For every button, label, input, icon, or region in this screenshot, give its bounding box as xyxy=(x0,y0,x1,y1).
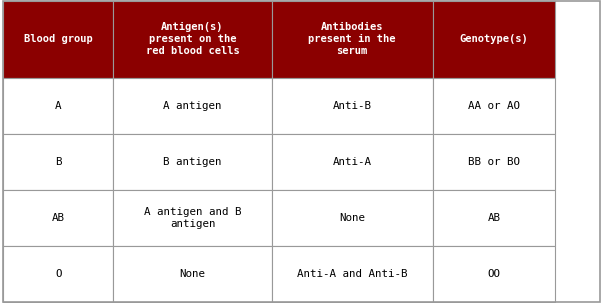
Text: Blood group: Blood group xyxy=(24,34,93,44)
Bar xyxy=(3,134,113,190)
Text: O: O xyxy=(55,269,62,279)
Text: AB: AB xyxy=(52,213,65,223)
Bar xyxy=(271,78,433,134)
Text: Antigen(s)
present on the
red blood cells: Antigen(s) present on the red blood cell… xyxy=(146,22,239,56)
Bar xyxy=(433,78,555,134)
Text: Anti-A: Anti-A xyxy=(333,157,371,167)
Bar xyxy=(271,134,433,190)
Text: B: B xyxy=(55,157,62,167)
Bar xyxy=(3,1,113,78)
Bar xyxy=(433,190,555,246)
Bar xyxy=(113,134,271,190)
Bar xyxy=(113,190,271,246)
Text: Anti-B: Anti-B xyxy=(333,101,371,111)
Bar xyxy=(113,1,271,78)
Bar xyxy=(3,246,113,302)
Bar xyxy=(271,190,433,246)
Bar xyxy=(3,190,113,246)
Text: B antigen: B antigen xyxy=(163,157,222,167)
Bar xyxy=(271,246,433,302)
Bar xyxy=(433,134,555,190)
Text: A: A xyxy=(55,101,62,111)
Text: Anti-A and Anti-B: Anti-A and Anti-B xyxy=(297,269,408,279)
Text: OO: OO xyxy=(487,269,500,279)
Text: None: None xyxy=(180,269,206,279)
Bar xyxy=(271,1,433,78)
Text: AB: AB xyxy=(487,213,500,223)
Text: A antigen and B
antigen: A antigen and B antigen xyxy=(144,207,241,229)
Text: None: None xyxy=(339,213,365,223)
Bar xyxy=(113,78,271,134)
Text: Genotype(s): Genotype(s) xyxy=(459,34,528,44)
Bar xyxy=(113,246,271,302)
Bar xyxy=(433,246,555,302)
Text: BB or BO: BB or BO xyxy=(468,157,520,167)
Text: A antigen: A antigen xyxy=(163,101,222,111)
Bar xyxy=(3,78,113,134)
Text: AA or AO: AA or AO xyxy=(468,101,520,111)
Text: Antibodies
present in the
serum: Antibodies present in the serum xyxy=(309,22,396,56)
Bar xyxy=(433,1,555,78)
